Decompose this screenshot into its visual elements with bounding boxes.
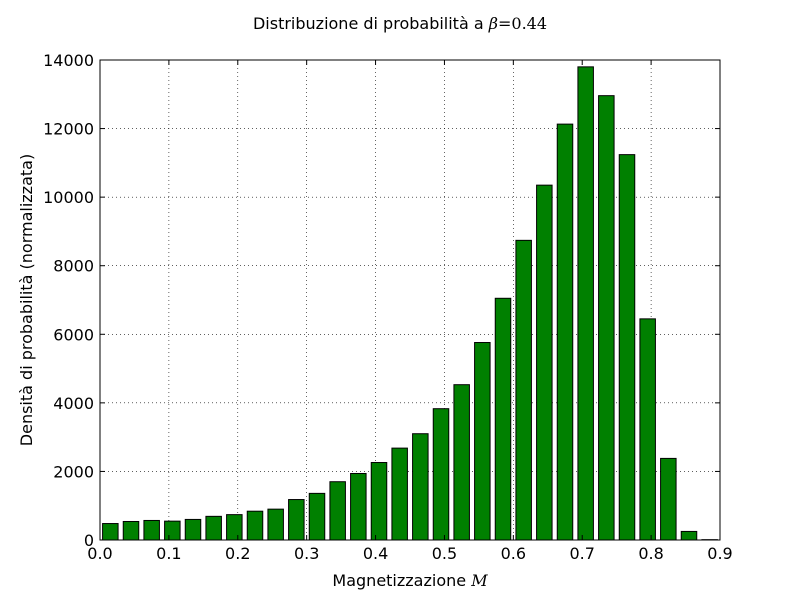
histogram-bar <box>102 523 119 541</box>
histogram-bar <box>226 514 243 541</box>
histogram-bar <box>143 519 160 541</box>
x-tick-label: 0.0 <box>87 544 112 563</box>
histogram-bar <box>556 123 574 541</box>
histogram-bar <box>329 481 346 541</box>
histogram-bar <box>639 318 656 541</box>
histogram-bar <box>474 342 491 541</box>
y-tick-label: 10000 <box>43 188 94 207</box>
y-axis-label: Densità di probabilità (normalizzata) <box>17 154 36 446</box>
x-tick-label: 0.5 <box>432 544 457 563</box>
histogram-bar <box>453 384 470 541</box>
histogram-bar <box>391 447 408 541</box>
histogram-bar <box>370 462 388 541</box>
x-tick-label: 0.3 <box>294 544 319 563</box>
y-tick-label: 14000 <box>43 51 94 70</box>
histogram-bar <box>598 95 615 541</box>
chart-title-text: Distribuzione di probabilità a <box>253 14 484 33</box>
y-tick-label: 4000 <box>53 394 94 413</box>
x-axis-label-symbol: M <box>470 571 488 590</box>
y-tick-label: 6000 <box>53 325 94 344</box>
x-tick-label: 0.8 <box>638 544 663 563</box>
histogram-bar <box>536 184 553 541</box>
histogram-bar <box>288 499 305 541</box>
x-tick-label: 0.9 <box>707 544 732 563</box>
chart-title: Distribuzione di probabilità a β=0.44 <box>253 14 547 33</box>
x-tick-label: 0.6 <box>501 544 526 563</box>
plot-frame <box>99 59 721 541</box>
x-axis-label-text: Magnetizzazione <box>332 571 466 590</box>
x-tick-label: 0.2 <box>225 544 250 563</box>
histogram-bar <box>246 510 264 541</box>
histogram-bar <box>660 457 677 541</box>
histogram-bar <box>577 66 594 541</box>
y-tick-label: 8000 <box>53 257 94 276</box>
x-tick-label: 0.1 <box>156 544 181 563</box>
chart-title-beta-symbol: β <box>488 14 498 33</box>
histogram-bar <box>205 515 222 541</box>
histogram-bar <box>494 297 512 541</box>
histogram-bar <box>412 433 429 541</box>
histogram-bar <box>680 530 698 541</box>
x-tick-label: 0.4 <box>363 544 388 563</box>
histogram-bar <box>267 508 284 541</box>
histogram-bar <box>350 472 367 541</box>
y-tick-label: 2000 <box>53 462 94 481</box>
y-tick-label: 0 <box>84 531 94 550</box>
chart-title-beta-value: =0.44 <box>498 14 547 33</box>
histogram-bar <box>122 520 140 541</box>
histogram-bar <box>432 408 450 541</box>
y-tick-label: 12000 <box>43 120 94 139</box>
x-tick-label: 0.7 <box>569 544 594 563</box>
x-axis-label: Magnetizzazione M <box>332 571 488 590</box>
histogram-bar <box>184 518 202 541</box>
histogram-bar <box>308 492 326 541</box>
histogram-bar <box>164 520 181 541</box>
y-tick-labels: 0 2000 4000 6000 8000 10000 12000 14000 <box>43 51 94 550</box>
axis-ticks <box>99 59 721 541</box>
histogram-bar <box>618 154 636 541</box>
histogram-bars <box>102 66 718 541</box>
histogram-bar <box>515 239 532 541</box>
x-tick-labels: 0.0 0.1 0.2 0.3 0.4 0.5 0.6 0.7 0.8 0.9 <box>87 544 732 563</box>
